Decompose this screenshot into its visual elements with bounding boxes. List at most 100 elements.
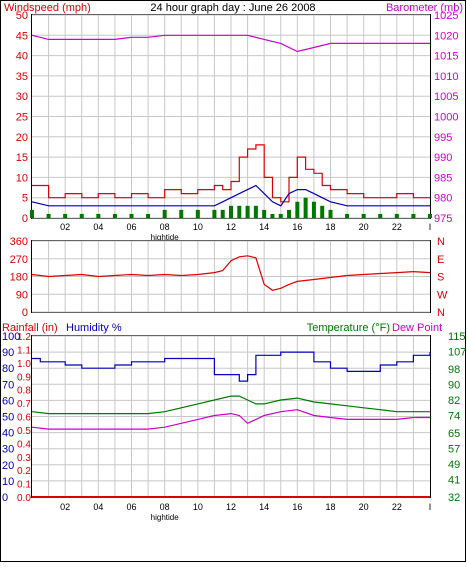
wind-bar [328, 209, 333, 218]
x-tick-label: 04 [93, 502, 103, 512]
x-tick-label: 12 [226, 502, 236, 512]
windspeed-tick-label: 20 [16, 132, 28, 144]
humidity-tick-label: 20 [2, 460, 14, 472]
wind-bar [46, 213, 51, 218]
temperature-line [31, 395, 430, 415]
x-tick-label: 04 [93, 222, 103, 232]
windspeed-tick-label: 45 [16, 30, 28, 42]
wind-bar [112, 213, 117, 218]
wind-bar [162, 209, 167, 218]
barometer-tick-label: 1005 [434, 91, 458, 103]
barometer-tick-label: 1015 [434, 51, 458, 63]
dewpoint-axis-label: Dew Point [392, 322, 442, 334]
rainfall-tick-label: 1.1 [17, 345, 31, 356]
x-tick-label: 22 [392, 222, 402, 232]
humidity-tick-label: 80 [2, 363, 14, 375]
humidity-tick-label: 60 [2, 395, 14, 407]
barometer-tick-label: 1025 [434, 10, 458, 22]
rainfall-tick-label: 0.4 [17, 439, 31, 450]
x-tick-label: 08 [160, 222, 170, 232]
direction-tick-label: 360 [10, 236, 28, 248]
wind-bar [303, 197, 308, 218]
temperature-tick-label: 74 [448, 411, 460, 423]
x-tick-label: 22 [392, 502, 402, 512]
humidity-tick-label: 100 [2, 331, 20, 343]
wind-bar [378, 213, 383, 218]
windspeed-axis-label: Windspeed (mph) [4, 2, 91, 14]
humidity-tick-label: 50 [2, 412, 14, 424]
tide-label: hightide [151, 233, 180, 242]
wind-bar [345, 213, 350, 218]
wind-bar [253, 205, 258, 218]
windspeed-average-line [31, 184, 430, 207]
windspeed-tick-label: 35 [16, 71, 28, 83]
barometer-tick-label: 1020 [434, 30, 458, 42]
tide-label: hightide [151, 513, 180, 522]
x-tick-label: 16 [292, 502, 302, 512]
windspeed-tick-label: 40 [16, 51, 28, 63]
wind-bar [394, 213, 399, 218]
x-tick-label: 06 [126, 502, 136, 512]
humidity-tick-label: 40 [2, 428, 14, 440]
x-tick-label: 12 [226, 222, 236, 232]
x-tick-label: 18 [325, 502, 335, 512]
wind-bar [30, 209, 34, 218]
temperature-tick-label: 98 [448, 364, 460, 376]
temperature-tick-label: 90 [448, 379, 460, 391]
barometer-tick-label: 990 [434, 152, 452, 164]
wind-bar [237, 205, 242, 218]
windspeed-tick-label: 25 [16, 112, 28, 124]
temperature-tick-label: 65 [448, 428, 460, 440]
wind-bar [63, 213, 68, 218]
rainfall-tick-label: 0.8 [17, 386, 31, 397]
compass-tick-label: N [437, 307, 445, 319]
rainfall-tick-label: 0.1 [17, 480, 31, 491]
wind-bar [411, 213, 416, 218]
x-tick-label: 10 [193, 222, 203, 232]
x-tick-label: 20 [359, 502, 369, 512]
barometer-tick-label: 995 [434, 132, 452, 144]
temperature-tick-label: 115 [448, 331, 466, 343]
barometer-tick-label: 1000 [434, 112, 458, 124]
chart-title: 24 hour graph day : June 26 2008 [150, 2, 315, 14]
barometer-axis-label: Barometer (mb) [386, 2, 463, 14]
direction-tick-label: 270 [10, 254, 28, 266]
x-tick-label: 16 [292, 222, 302, 232]
temperature-tick-label: 32 [448, 492, 460, 504]
windspeed-tick-label: 30 [16, 91, 28, 103]
rainfall-tick-label: 1.0 [17, 359, 31, 370]
compass-tick-label: W [437, 289, 448, 301]
compass-tick-label: N [437, 236, 445, 248]
wind-bar [320, 205, 325, 218]
x-tick-label: 10 [193, 502, 203, 512]
humidity-tick-label: 10 [2, 476, 14, 488]
temperature-tick-label: 57 [448, 444, 460, 456]
windspeed-tick-label: 15 [16, 152, 28, 164]
x-tick-end: I [429, 222, 432, 232]
wind-bar [220, 209, 225, 218]
wind-bar [129, 213, 134, 218]
temperature-tick-label: 107 [448, 347, 466, 359]
rainfall-tick-label: 0.5 [17, 426, 31, 437]
wind-bar [295, 201, 300, 218]
wind-bar [212, 209, 217, 218]
wind-direction-line [31, 255, 431, 291]
wind-bar [245, 205, 250, 218]
temperature-tick-label: 49 [448, 459, 460, 471]
x-tick-end: I [429, 502, 432, 512]
wind-bar [96, 213, 101, 218]
barometer-line [31, 34, 430, 53]
temperature-axis-label: Temperature (°F) [307, 322, 390, 334]
wind-bar [361, 213, 366, 218]
wind-bar [146, 213, 151, 218]
direction-tick-label: 0 [22, 307, 28, 319]
rainfall-tick-label: 0.3 [17, 453, 31, 464]
windspeed-tick-label: 5 [22, 193, 28, 205]
humidity-tick-label: 90 [2, 347, 14, 359]
x-tick-label: 02 [60, 502, 70, 512]
barometer-tick-label: 985 [434, 172, 452, 184]
x-tick-label: 20 [359, 222, 369, 232]
wind-bar [179, 209, 184, 218]
temperature-tick-label: 82 [448, 395, 460, 407]
